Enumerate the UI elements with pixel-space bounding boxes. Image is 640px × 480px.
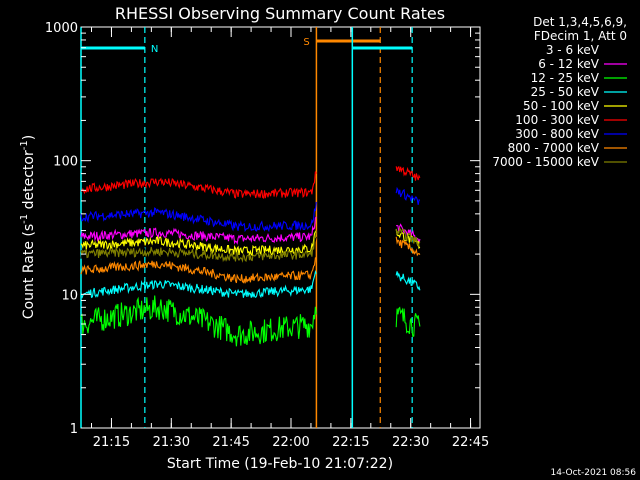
y-tick-label: 1	[70, 422, 78, 437]
x-axis-label: Start Time (19-Feb-10 21:07:22)	[167, 456, 393, 472]
legend-header-line-1: Det 1,3,4,5,6,9,	[533, 15, 627, 29]
flag-bars: NS	[80, 27, 413, 428]
legend-entry-label: 3 - 6 keV	[546, 43, 600, 57]
chart-title: RHESSI Observing Summary Count Rates	[115, 4, 445, 23]
legend-entry-label: 6 - 12 keV	[538, 57, 600, 71]
series-lines	[80, 165, 421, 347]
legend-entry-label: 7000 - 15000 keV	[492, 155, 599, 169]
legend-entry-label: 800 - 7000 keV	[508, 141, 600, 155]
x-tick-label: 22:30	[392, 435, 429, 450]
y-tick-label: 1000	[45, 21, 78, 36]
series-line-pre	[80, 230, 317, 257]
legend-entry-label: 300 - 800 keV	[515, 127, 599, 141]
series-line-post	[395, 186, 421, 205]
legend-entry-label: 50 - 100 keV	[523, 99, 600, 113]
x-tick-label: 22:00	[272, 435, 309, 450]
series-line-pre	[80, 230, 317, 263]
legend-entry-label: 25 - 50 keV	[531, 85, 600, 99]
series-line-post	[395, 226, 421, 249]
series-line-post	[395, 165, 421, 181]
legend-entry-label: 100 - 300 keV	[515, 113, 599, 127]
plot-area: NS 21:15 21:30 21:45 22:00 22:15 22:30 22:45 1…	[45, 21, 489, 450]
series-line-pre	[80, 216, 317, 245]
y-axis-label: Count Rate (s-1 detector-1)	[19, 135, 37, 319]
legend-entry-label: 12 - 25 keV	[531, 71, 600, 85]
series-line-post	[395, 306, 421, 338]
x-axis-ticks: 21:15 21:30 21:45 22:00 22:15 22:30 22:45	[91, 27, 489, 450]
timestamp: 14-Oct-2021 08:56	[551, 468, 637, 478]
y-tick-label: 100	[53, 155, 78, 170]
series-line-pre	[80, 270, 317, 299]
x-tick-label: 21:45	[212, 435, 249, 450]
x-tick-label: 21:15	[93, 435, 130, 450]
plot-frame	[80, 26, 481, 429]
legend-header-line-2: FDecim 1, Att 0	[534, 29, 627, 43]
flag-label: N	[151, 44, 158, 55]
flag-label: S	[303, 37, 309, 48]
x-tick-label: 21:30	[153, 435, 190, 450]
y-tick-label: 10	[61, 288, 78, 303]
x-tick-label: 22:45	[452, 435, 489, 450]
series-line-pre	[80, 257, 317, 284]
series-line-post	[395, 236, 421, 257]
series-line-pre	[80, 295, 317, 347]
series-line-pre	[80, 201, 317, 233]
y-axis-ticks: 1 10 100 1000	[45, 21, 480, 437]
x-tick-label: 22:15	[332, 435, 369, 450]
series-line-pre	[80, 171, 317, 200]
legend: Det 1,3,4,5,6,9, FDecim 1, Att 0 3 - 6 k…	[492, 15, 627, 169]
series-line-post	[395, 271, 421, 291]
